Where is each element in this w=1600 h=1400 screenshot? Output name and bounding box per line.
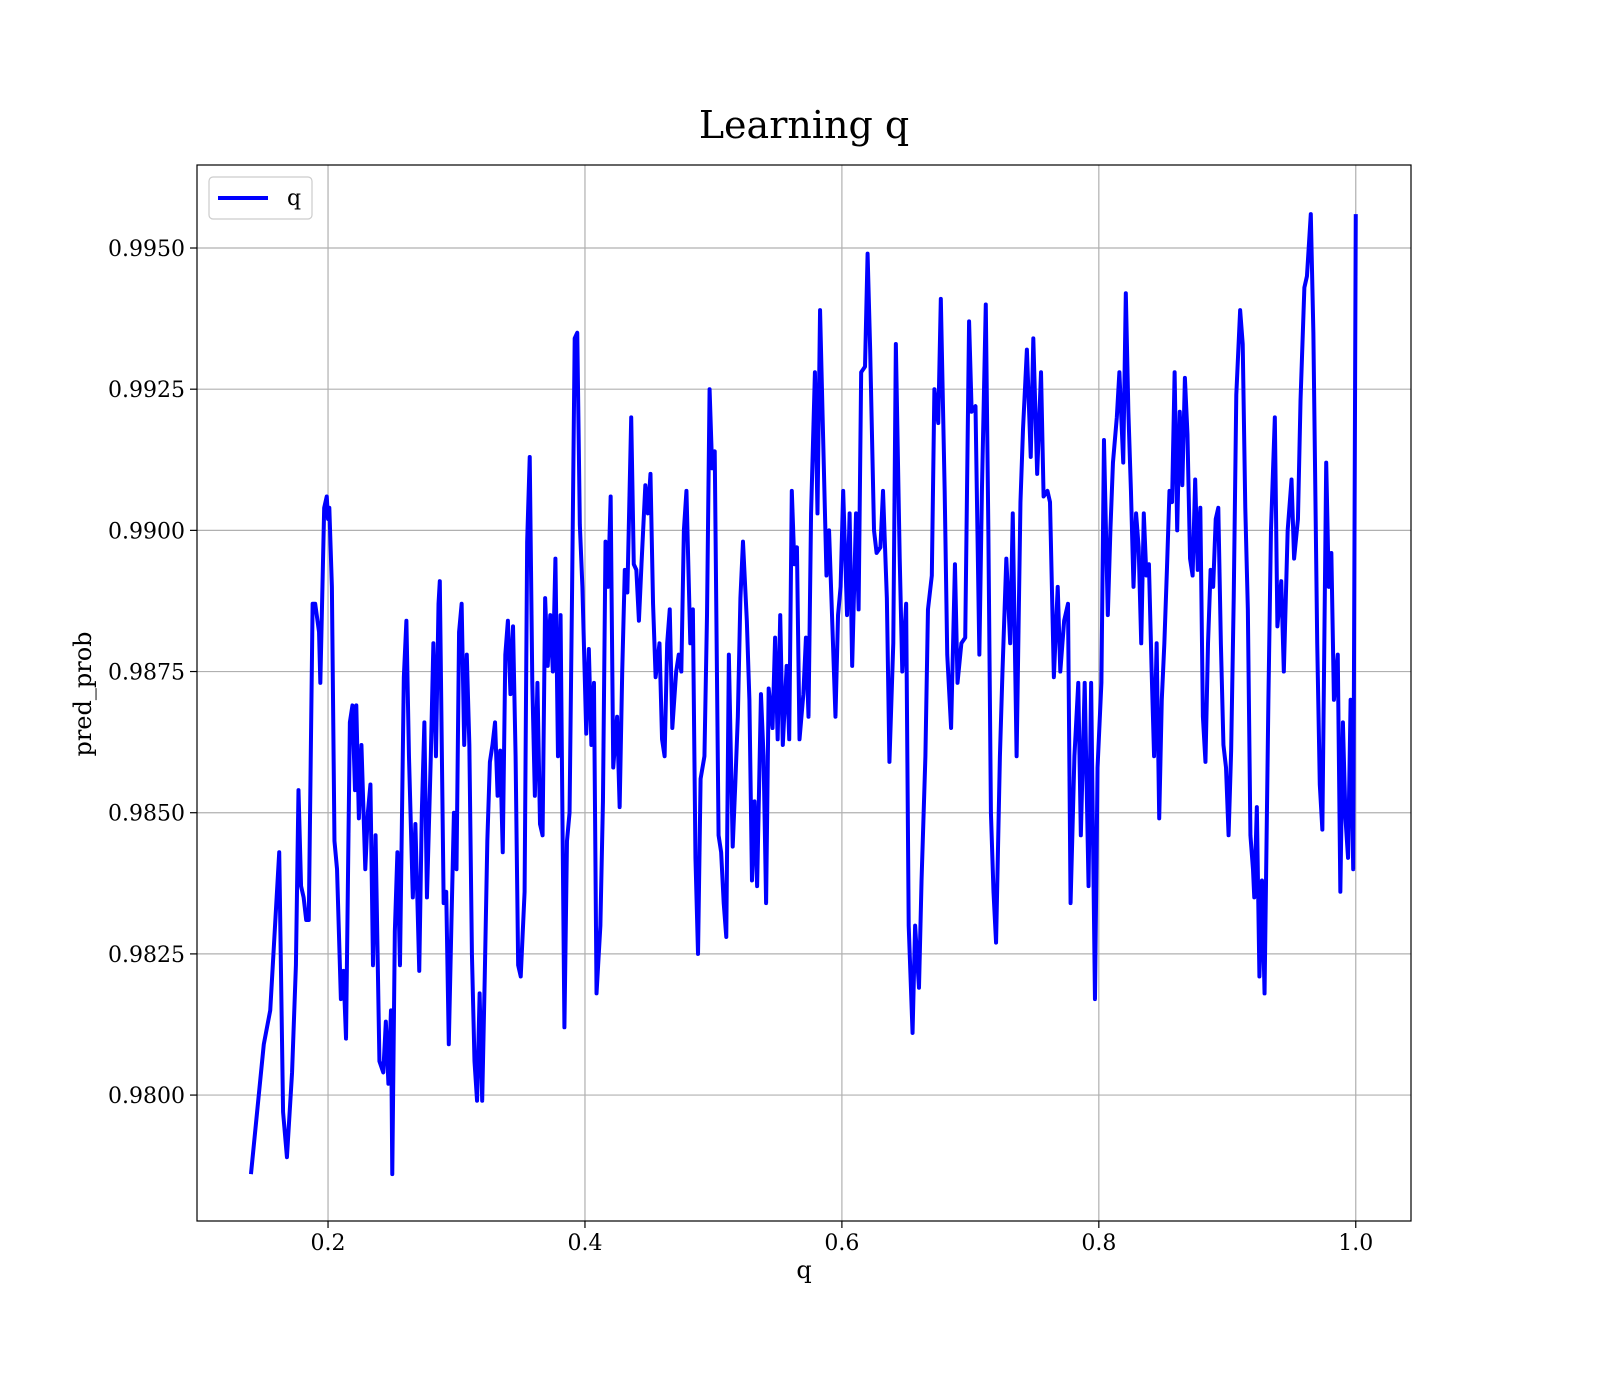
x-tick-label: 0.4 — [567, 1231, 602, 1256]
y-tick-label: 0.9850 — [108, 802, 185, 827]
legend-label: q — [287, 186, 301, 211]
y-tick-label: 0.9875 — [108, 661, 185, 686]
ticks: 0.2 0.4 0.6 0.8 1.0 0.9800 0.9825 0.9850 0.9875 0… — [108, 237, 1373, 1256]
x-tick-label: 0.6 — [824, 1231, 859, 1256]
x-tick-label: 1.0 — [1338, 1231, 1373, 1256]
data-line — [248, 212, 1358, 1177]
x-tick-label: 0.8 — [1081, 1231, 1116, 1256]
y-tick-label: 0.9900 — [108, 519, 185, 544]
marks — [248, 212, 1358, 1177]
chart-title: Learning q — [699, 103, 909, 147]
x-tick-label: 0.2 — [311, 1231, 346, 1256]
plot-frame — [196, 164, 1412, 1222]
y-tick-label: 0.9800 — [108, 1084, 185, 1109]
y-tick-label: 0.9825 — [108, 943, 185, 968]
y-tick-label: 0.9950 — [108, 237, 185, 262]
y-tick-label: 0.9925 — [108, 378, 185, 403]
x-axis-label: q — [796, 1256, 811, 1284]
y-axis-label: pred_prob — [69, 631, 97, 756]
legend: q — [208, 176, 313, 220]
